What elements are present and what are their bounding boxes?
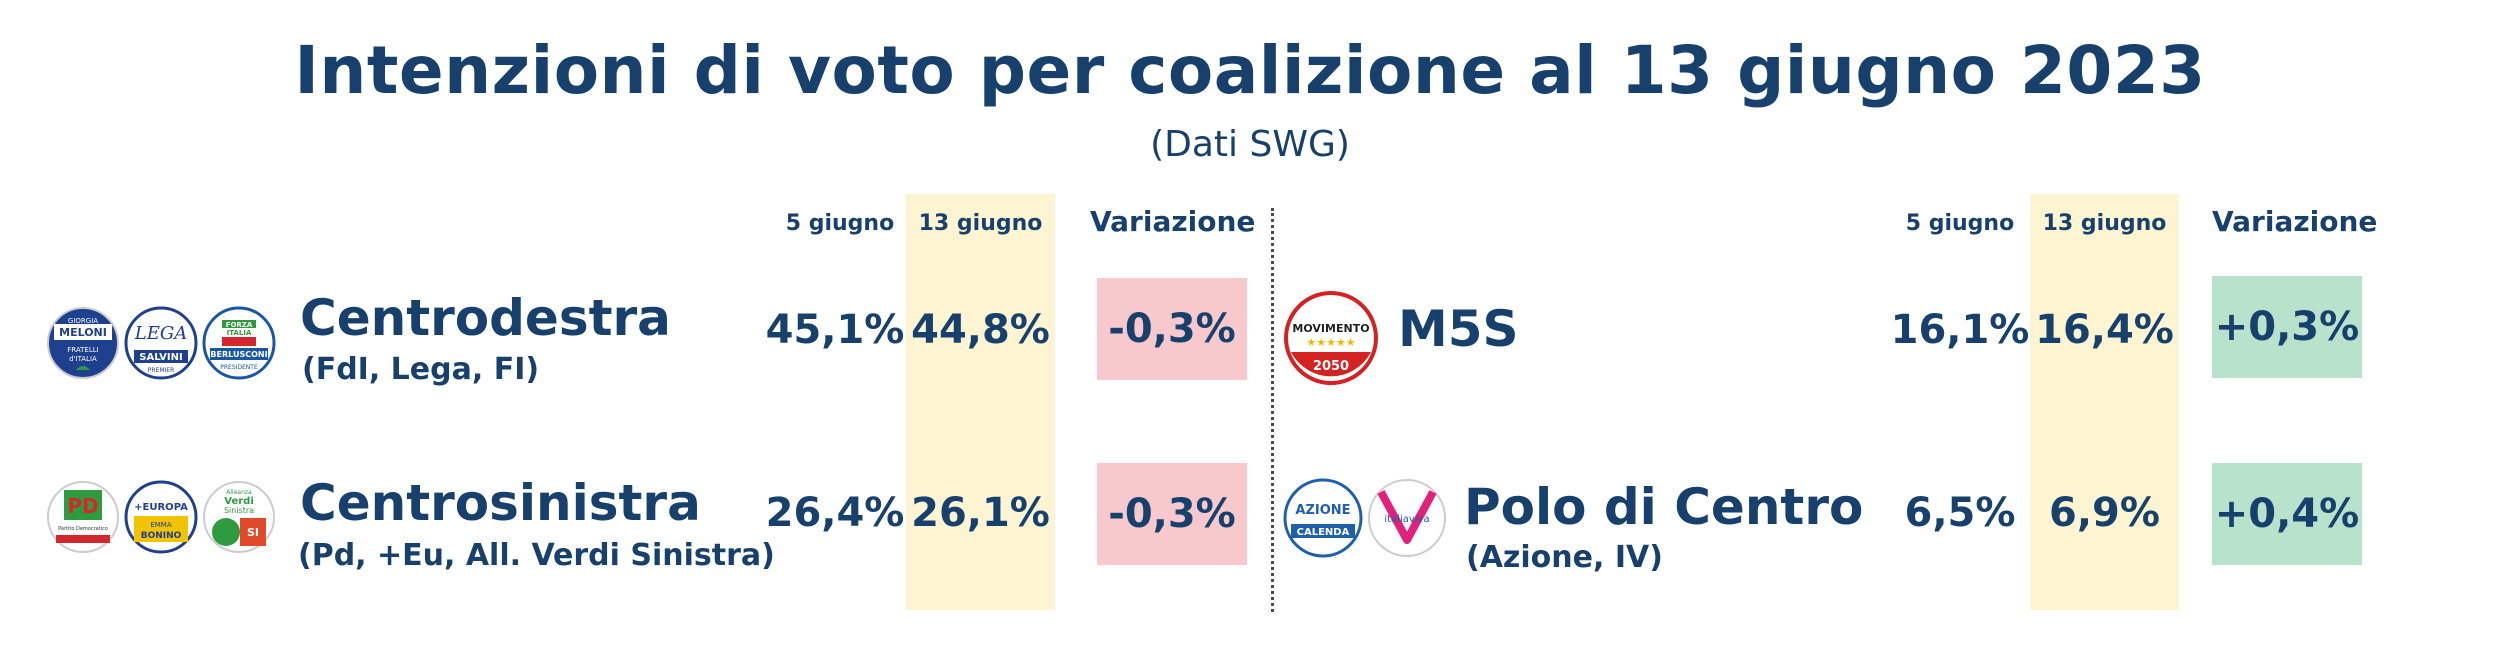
verdi-sinistra-logo-icon: Alleanza Verdi Sinistra SI xyxy=(203,481,275,553)
right-header-curr: 13 giugno xyxy=(2042,211,2167,236)
svg-text:SALVINI: SALVINI xyxy=(139,352,183,363)
right-header-change: Variazione xyxy=(2212,205,2378,238)
svg-text:EMMA: EMMA xyxy=(150,521,172,529)
centrodestra-prev: 45,1% xyxy=(765,307,905,353)
polo-di-centro-logos: AZIONE CALENDA italiaviva xyxy=(1283,472,1449,568)
fratelli-italia-logo-icon: GIORGIA MELONI FRATELLI d'ITALIA xyxy=(47,307,119,379)
left-header-change: Variazione xyxy=(1090,205,1256,238)
centrodestra-change: -0,3% xyxy=(1097,278,1247,380)
azione-logo-icon: AZIONE CALENDA xyxy=(1283,478,1363,558)
centrosinistra-sub: (Pd, +Eu, All. Verdi Sinistra) xyxy=(298,538,775,573)
page-title: Intenzioni di voto per coalizione al 13 … xyxy=(294,32,2206,109)
centrosinistra-change: -0,3% xyxy=(1097,463,1247,565)
svg-text:★★★★★: ★★★★★ xyxy=(1306,336,1355,349)
m5s-change: +0,3% xyxy=(2212,276,2362,378)
svg-text:Partito Democratico: Partito Democratico xyxy=(58,526,108,532)
pd-logo-icon: PD Partito Democratico xyxy=(47,481,119,553)
m5s-curr: 16,4% xyxy=(2035,307,2174,353)
svg-text:d'ITALIA: d'ITALIA xyxy=(69,355,97,363)
svg-text:Alleanza: Alleanza xyxy=(226,489,252,496)
m5s-logo-icon: MOVIMENTO ★★★★★ 2050 xyxy=(1284,291,1378,385)
svg-text:Verdi: Verdi xyxy=(224,496,254,507)
svg-text:PRESIDENTE: PRESIDENTE xyxy=(220,364,258,371)
right-current-column-highlight xyxy=(2030,194,2179,610)
svg-text:Sinistra: Sinistra xyxy=(224,506,254,515)
left-header-prev: 5 giugno xyxy=(785,211,895,236)
centrodestra-curr: 44,8% xyxy=(911,307,1050,353)
m5s-logos: MOVIMENTO ★★★★★ 2050 xyxy=(1283,290,1383,390)
center-divider xyxy=(1271,208,1274,612)
svg-text:+EUROPA: +EUROPA xyxy=(134,502,188,513)
svg-text:2050: 2050 xyxy=(1313,359,1349,374)
page-subtitle: (Dati SWG) xyxy=(1150,124,1350,165)
centrodestra-logos: GIORGIA MELONI FRATELLI d'ITALIA LEGA SA… xyxy=(46,302,286,388)
svg-text:CALENDA: CALENDA xyxy=(1297,527,1350,538)
svg-text:LEGA: LEGA xyxy=(134,323,187,344)
centrosinistra-prev: 26,4% xyxy=(765,490,905,536)
svg-text:FRATELLI: FRATELLI xyxy=(67,346,98,354)
svg-text:PD: PD xyxy=(67,494,98,518)
svg-text:BONINO: BONINO xyxy=(141,531,182,541)
forza-italia-logo-icon: FORZA ITALIA BERLUSCONI PRESIDENTE xyxy=(202,306,276,380)
svg-text:italiaviva: italiaviva xyxy=(1384,514,1429,525)
polo-di-centro-name: Polo di Centro xyxy=(1464,478,1864,536)
svg-text:GIORGIA: GIORGIA xyxy=(68,317,98,325)
centrodestra-sub: (FdI, Lega, FI) xyxy=(302,352,540,387)
svg-text:PREMIER: PREMIER xyxy=(148,367,174,374)
polo-di-centro-prev: 6,5% xyxy=(1904,490,2016,536)
italia-viva-logo-icon: italiaviva xyxy=(1368,479,1446,557)
polo-di-centro-curr: 6,9% xyxy=(2049,490,2160,536)
piu-europa-logo-icon: +EUROPA EMMA BONINO xyxy=(124,480,198,554)
svg-text:SI: SI xyxy=(247,526,259,539)
svg-text:MOVIMENTO: MOVIMENTO xyxy=(1292,322,1369,335)
svg-text:MELONI: MELONI xyxy=(59,326,107,339)
polo-di-centro-sub: (Azione, IV) xyxy=(1466,540,1663,575)
polo-di-centro-change: +0,4% xyxy=(2212,463,2362,565)
m5s-name: M5S xyxy=(1398,300,1519,358)
left-current-column-highlight xyxy=(906,194,1055,610)
svg-text:FORZA: FORZA xyxy=(226,321,253,329)
svg-text:ITALIA: ITALIA xyxy=(227,329,252,337)
svg-text:BERLUSCONI: BERLUSCONI xyxy=(210,350,267,359)
centrosinistra-name: Centrosinistra xyxy=(300,474,701,532)
svg-text:AZIONE: AZIONE xyxy=(1295,503,1350,518)
lega-logo-icon: LEGA SALVINI PREMIER xyxy=(124,306,198,380)
left-header-curr: 13 giugno xyxy=(918,211,1043,236)
centrodestra-name: Centrodestra xyxy=(300,289,671,347)
centrosinistra-logos: PD Partito Democratico +EUROPA EMMA BONI… xyxy=(46,476,286,562)
m5s-prev: 16,1% xyxy=(1890,307,2030,353)
right-header-prev: 5 giugno xyxy=(1905,211,2015,236)
centrosinistra-curr: 26,1% xyxy=(911,490,1050,536)
